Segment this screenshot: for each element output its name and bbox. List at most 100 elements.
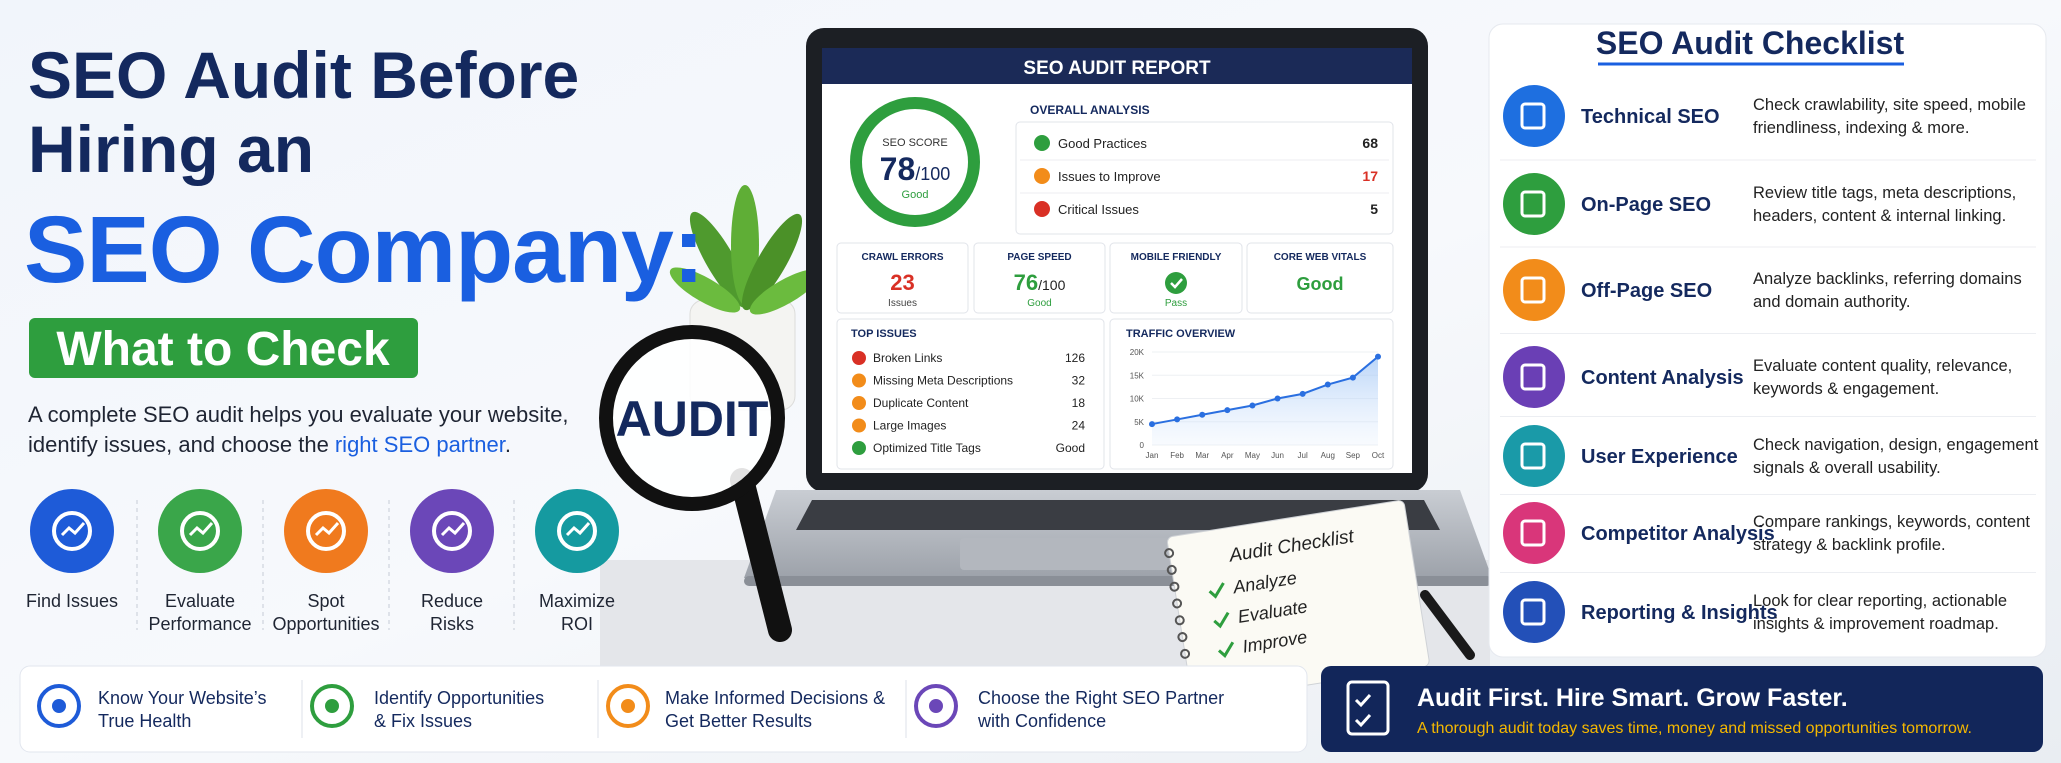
y-tick-label: 0 [1140, 441, 1145, 450]
notepad-ring [1174, 615, 1185, 626]
benefit-glyph [432, 511, 472, 551]
checklist-icon [1503, 346, 1565, 408]
intro-line: identify issues, and choose the right SEO… [28, 432, 511, 457]
issue-label: Missing Meta Descriptions [873, 374, 1013, 388]
notepad-check [1208, 582, 1225, 599]
x-tick-label: Oct [1372, 451, 1385, 460]
traffic-line [1151, 355, 1379, 426]
x-tick-label: Aug [1321, 451, 1335, 460]
magnifier-handle [730, 468, 792, 642]
footer-icon [310, 684, 354, 728]
footer-icon-dot [929, 699, 943, 713]
traffic-point [1174, 416, 1181, 423]
traffic-point [1324, 381, 1331, 388]
notepad-sheet [1166, 500, 1430, 703]
x-tick-label: Feb [1170, 451, 1184, 460]
checklist-item-title: Competitor Analysis [1581, 523, 1775, 545]
issue-icon [852, 351, 866, 365]
issue-value: 126 [1065, 351, 1085, 365]
checklist-glyph [1520, 442, 1546, 470]
issues-box [836, 318, 1105, 470]
issue-label: Optimized Title Tags [873, 441, 981, 455]
y-tick-label: 20K [1130, 348, 1145, 357]
magnifier-text: AUDIT [616, 391, 769, 447]
overall-box [1015, 121, 1394, 235]
x-tick-label: Mar [1195, 451, 1209, 460]
traffic-point [1149, 421, 1155, 428]
benefit-glyph [565, 521, 591, 537]
footer-line: Make Informed Decisions & [665, 688, 885, 708]
banner-icon-check [1354, 693, 1372, 728]
pass-icon [1165, 272, 1187, 294]
issue-value: 24 [1072, 419, 1086, 433]
checklist-item-desc: Check crawlability, site speed, mobile [1753, 96, 2026, 114]
checklist-item-desc: Compare rankings, keywords, content [1753, 513, 2030, 531]
traffic-point [1249, 402, 1256, 409]
magnifier-lens [599, 325, 785, 511]
notepad-check [1217, 641, 1235, 658]
status-icon [1034, 135, 1050, 151]
checklist-item-desc: keywords & engagement. [1753, 380, 1939, 398]
metric-box [836, 242, 969, 314]
overall-label: Critical Issues [1058, 202, 1139, 217]
footer-line: Identify Opportunities [374, 688, 544, 708]
intro-line: A complete SEO audit helps you evaluate … [28, 402, 569, 427]
score: 78/100 [880, 151, 951, 187]
footer-line: Get Better Results [665, 711, 812, 731]
score-ring [850, 97, 980, 227]
x-tick-label: Jul [1298, 451, 1308, 460]
checklist-title: SEO Audit Checklist [1596, 25, 1905, 61]
status-icon [1034, 201, 1050, 217]
checklist-item-title: Technical SEO [1581, 106, 1720, 128]
footer-icon-dot [52, 699, 66, 713]
x-tick-label: Apr [1221, 451, 1234, 460]
x-tick-label: May [1245, 451, 1260, 460]
traffic-point [1349, 374, 1356, 381]
checklist-item-desc: signals & overall usability. [1753, 459, 1941, 477]
checklist-item-desc: headers, content & internal linking. [1753, 207, 2006, 225]
benefit-label: Performance [148, 614, 251, 634]
intro-link: right SEO partner [335, 432, 506, 457]
badge-bg [29, 318, 418, 378]
traffic-title: TRAFFIC OVERVIEW [1126, 328, 1236, 340]
banner-icon [1346, 680, 1390, 736]
benefit-label: Find Issues [26, 591, 118, 611]
checklist-item-desc: Look for clear reporting, actionable [1753, 592, 2007, 610]
checklist-item-title: User Experience [1581, 446, 1738, 468]
checklist-glyph [1520, 363, 1546, 391]
metric-unit: /100 [1038, 277, 1065, 293]
footer-line: & Fix Issues [374, 711, 472, 731]
checklist-icon [1503, 425, 1565, 487]
metric-status: Pass [1165, 298, 1187, 309]
footer-strip [19, 665, 1308, 753]
banner-title: Audit First. Hire Smart. Grow Faster. [1417, 684, 1848, 712]
overall-value: 5 [1370, 201, 1378, 217]
overall-title: OVERALL ANALYSIS [1030, 103, 1150, 117]
benefit-label: Reduce [421, 591, 483, 611]
notepad-check [1213, 611, 1230, 629]
traffic-point [1224, 407, 1231, 414]
notepad-ring [1177, 632, 1188, 643]
footer-icon [914, 684, 958, 728]
footer-icon [606, 684, 650, 728]
issue-label: Broken Links [873, 351, 942, 365]
checklist-item-desc: Review title tags, meta descriptions, [1753, 184, 2016, 202]
status-icon [1034, 168, 1050, 184]
benefit-glyph [557, 511, 597, 551]
notepad-ring [1172, 598, 1183, 609]
checklist-icon [1503, 173, 1565, 235]
checklist-icon [1503, 85, 1565, 147]
y-tick-label: 5K [1134, 418, 1144, 427]
checklist-glyph [1520, 102, 1546, 130]
x-tick-label: Jun [1271, 451, 1284, 460]
footer-line: True Health [98, 711, 191, 731]
issue-value: 18 [1072, 396, 1086, 410]
footer-line: Know Your Website’s [98, 688, 266, 708]
x-tick-label: Sep [1346, 451, 1361, 460]
benefit-label: Opportunities [272, 614, 379, 634]
checklist-item-title: Content Analysis [1581, 367, 1744, 389]
benefit-label: ROI [561, 614, 593, 634]
issue-icon [852, 441, 866, 455]
